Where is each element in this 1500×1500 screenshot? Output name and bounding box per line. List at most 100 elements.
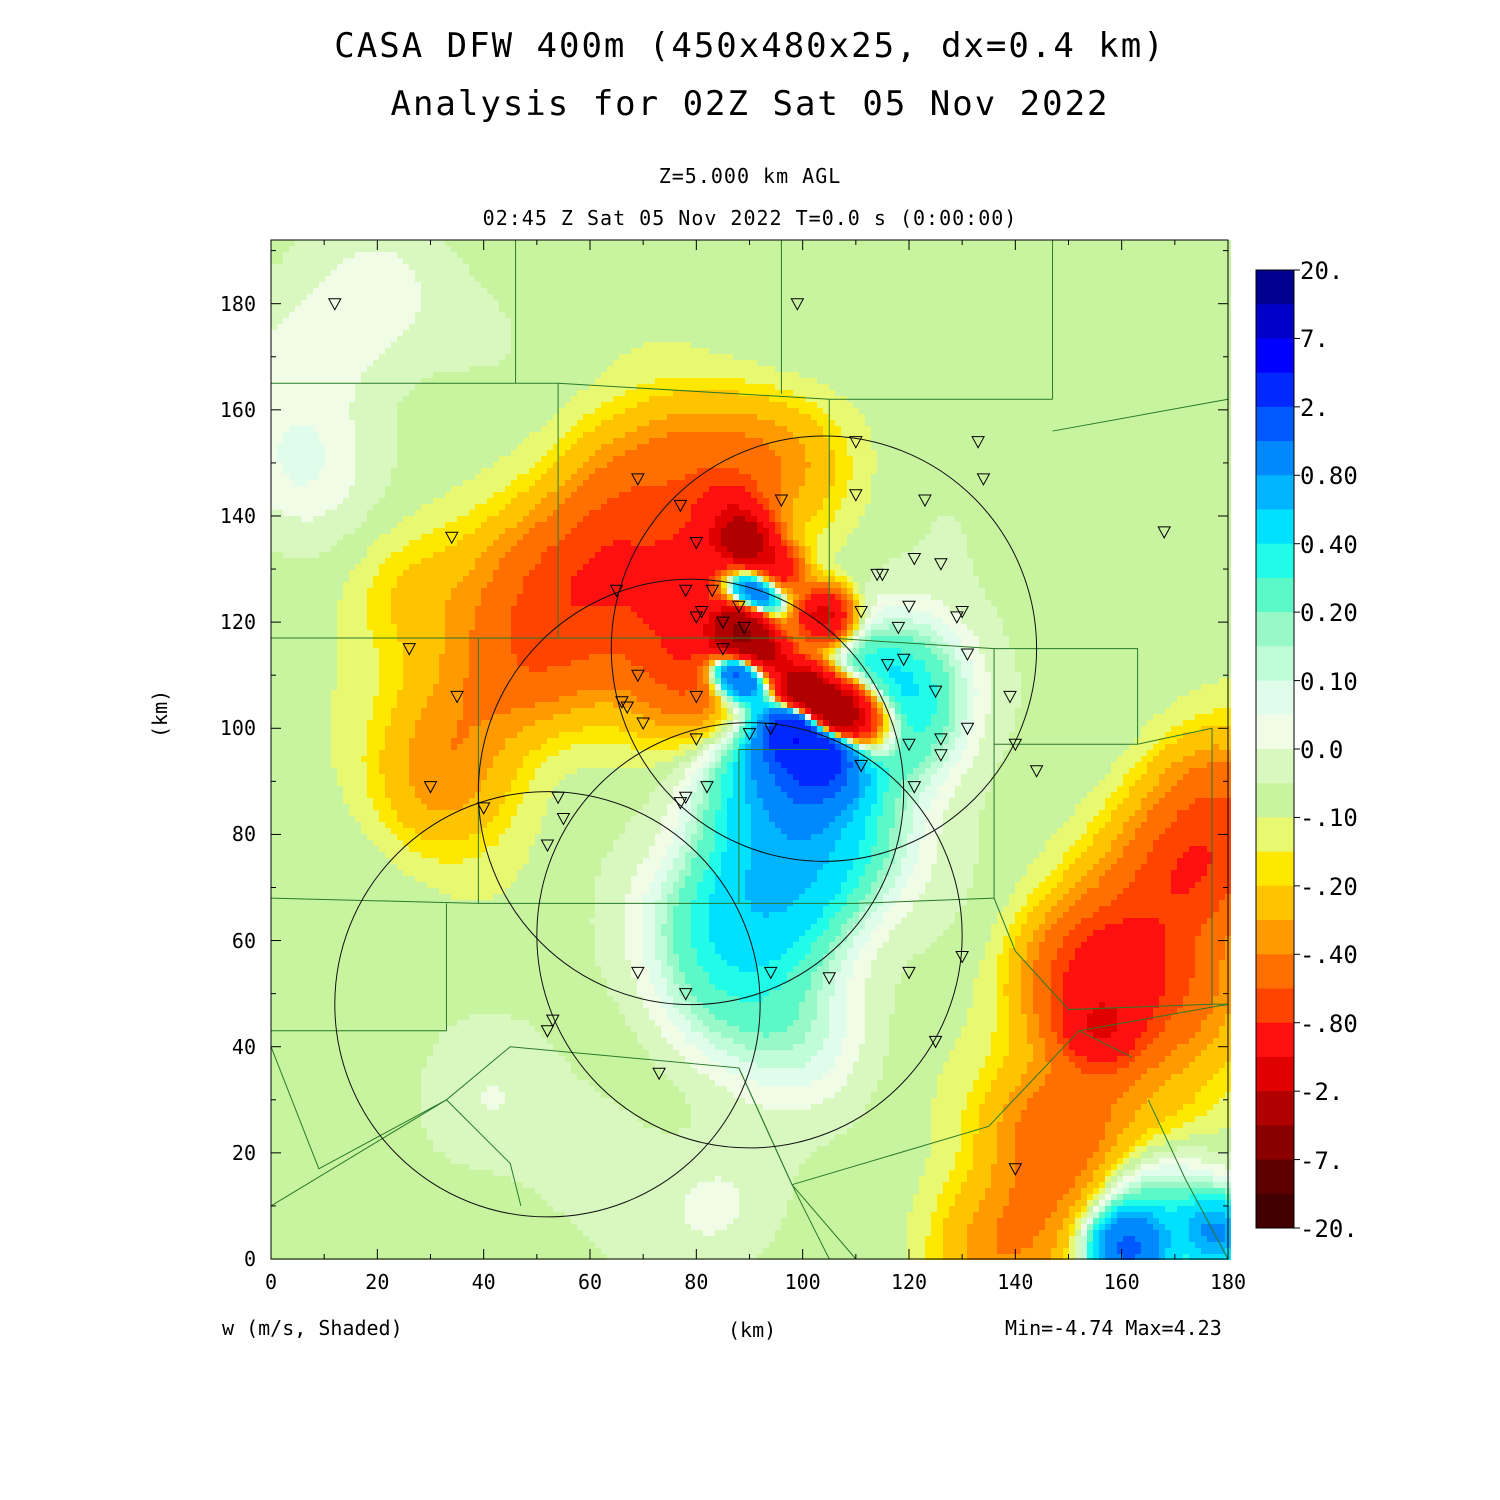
field-cell bbox=[595, 276, 601, 282]
field-cell bbox=[907, 246, 913, 252]
field-cell bbox=[1069, 354, 1075, 360]
field-cell bbox=[349, 348, 355, 354]
field-cell bbox=[1015, 258, 1021, 264]
field-cell bbox=[733, 348, 739, 354]
field-cell bbox=[811, 318, 817, 324]
field-cell bbox=[571, 324, 577, 330]
field-cell bbox=[475, 294, 481, 300]
field-cell bbox=[301, 294, 307, 300]
field-cell bbox=[367, 336, 373, 342]
field-cell bbox=[679, 246, 685, 252]
field-cell bbox=[763, 252, 769, 258]
field-cell bbox=[1009, 312, 1015, 318]
field-cell bbox=[523, 312, 529, 318]
field-cell bbox=[283, 246, 289, 252]
field-cell bbox=[991, 258, 997, 264]
field-cell bbox=[535, 300, 541, 306]
field-cell bbox=[649, 360, 655, 366]
field-cell bbox=[1195, 330, 1201, 336]
field-cell bbox=[631, 252, 637, 258]
field-cell bbox=[1207, 300, 1213, 306]
field-cell bbox=[703, 240, 709, 246]
field-cell bbox=[343, 246, 349, 252]
field-cell bbox=[967, 246, 973, 252]
field-cell bbox=[703, 246, 709, 252]
field-cell bbox=[571, 252, 577, 258]
field-cell bbox=[307, 294, 313, 300]
field-cell bbox=[955, 354, 961, 360]
field-cell bbox=[1117, 276, 1123, 282]
field-cell bbox=[961, 348, 967, 354]
field-cell bbox=[511, 348, 517, 354]
field-cell bbox=[925, 360, 931, 366]
field-cell bbox=[433, 300, 439, 306]
field-cell bbox=[403, 294, 409, 300]
field-cell bbox=[637, 294, 643, 300]
field-cell bbox=[529, 300, 535, 306]
field-cell bbox=[1183, 246, 1189, 252]
field-cell bbox=[979, 282, 985, 288]
field-cell bbox=[1087, 288, 1093, 294]
field-cell bbox=[1141, 330, 1147, 336]
field-cell bbox=[349, 288, 355, 294]
field-cell bbox=[667, 258, 673, 264]
field-cell bbox=[619, 300, 625, 306]
field-cell bbox=[709, 294, 715, 300]
field-cell bbox=[505, 288, 511, 294]
field-cell bbox=[1141, 312, 1147, 318]
field-cell bbox=[769, 288, 775, 294]
field-cell bbox=[661, 300, 667, 306]
field-cell bbox=[931, 252, 937, 258]
field-cell bbox=[409, 288, 415, 294]
field-cell bbox=[385, 258, 391, 264]
field-cell bbox=[559, 264, 565, 270]
field-cell bbox=[1003, 246, 1009, 252]
field-cell bbox=[889, 270, 895, 276]
field-cell bbox=[595, 324, 601, 330]
field-cell bbox=[1189, 240, 1195, 246]
field-cell bbox=[631, 330, 637, 336]
field-cell bbox=[517, 348, 523, 354]
field-cell bbox=[1123, 324, 1129, 330]
field-cell bbox=[547, 264, 553, 270]
field-cell bbox=[469, 348, 475, 354]
field-cell bbox=[997, 294, 1003, 300]
field-cell bbox=[1129, 282, 1135, 288]
field-cell bbox=[691, 348, 697, 354]
field-cell bbox=[1051, 276, 1057, 282]
field-cell bbox=[1045, 318, 1051, 324]
field-cell bbox=[697, 318, 703, 324]
field-cell bbox=[619, 354, 625, 360]
field-cell bbox=[1153, 330, 1159, 336]
field-cell bbox=[601, 354, 607, 360]
field-cell bbox=[427, 348, 433, 354]
field-cell bbox=[271, 306, 277, 312]
field-cell bbox=[607, 366, 613, 372]
field-cell bbox=[361, 312, 367, 318]
field-cell bbox=[829, 300, 835, 306]
field-cell bbox=[517, 264, 523, 270]
field-cell bbox=[643, 312, 649, 318]
field-cell bbox=[1111, 318, 1117, 324]
field-cell bbox=[493, 342, 499, 348]
field-cell bbox=[811, 348, 817, 354]
field-cell bbox=[649, 258, 655, 264]
field-cell bbox=[541, 306, 547, 312]
field-cell bbox=[1081, 324, 1087, 330]
field-cell bbox=[979, 252, 985, 258]
field-cell bbox=[679, 276, 685, 282]
field-cell bbox=[661, 270, 667, 276]
field-cell bbox=[469, 300, 475, 306]
field-cell bbox=[1213, 336, 1219, 342]
field-cell bbox=[1165, 348, 1171, 354]
field-cell bbox=[361, 360, 367, 366]
field-cell bbox=[529, 288, 535, 294]
field-cell bbox=[409, 360, 415, 366]
field-cell bbox=[925, 294, 931, 300]
field-cell bbox=[445, 282, 451, 288]
field-cell bbox=[925, 258, 931, 264]
field-cell bbox=[325, 366, 331, 372]
field-cell bbox=[313, 330, 319, 336]
field-cell bbox=[451, 300, 457, 306]
field-cell bbox=[283, 258, 289, 264]
